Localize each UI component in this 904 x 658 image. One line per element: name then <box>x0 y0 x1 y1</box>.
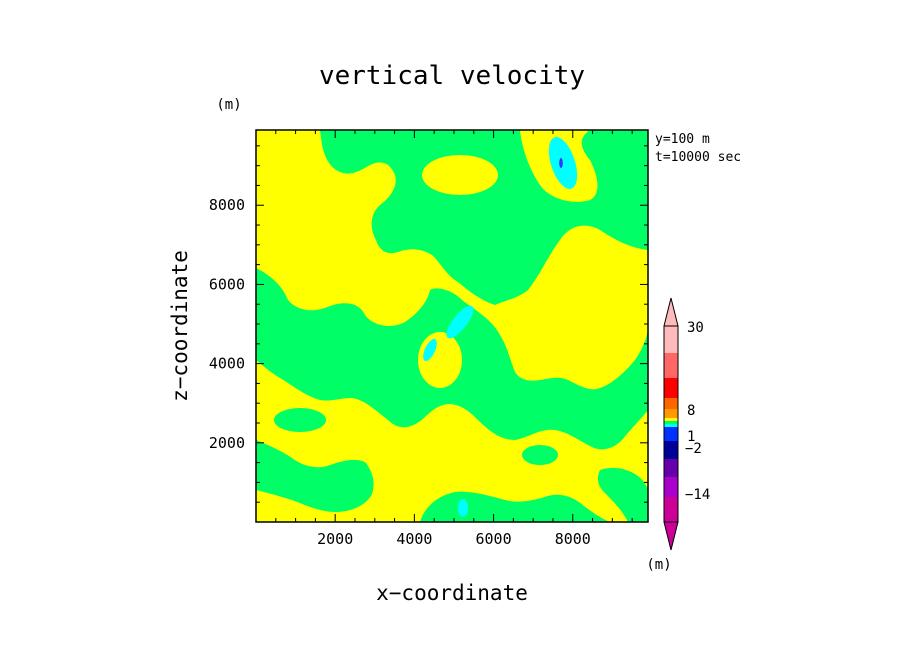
green-patch-3 <box>346 336 374 354</box>
colorbar-label: 1 <box>687 429 695 445</box>
cyan-regions <box>548 137 578 189</box>
x-tick-label: 4000 <box>396 530 432 548</box>
orange-regions <box>423 305 474 517</box>
colorbar-bin <box>664 326 678 353</box>
green-patch-1 <box>274 408 326 432</box>
x-tick-label: 8000 <box>555 530 591 548</box>
colorbar-bottom-extension <box>663 521 679 551</box>
colorbar <box>663 297 679 551</box>
x-tick-label: 2000 <box>317 530 353 548</box>
colorbar-bin <box>664 427 678 441</box>
blue-downdraft-spot <box>559 158 563 168</box>
colorbar-bin <box>664 497 678 522</box>
green-patch-2 <box>522 445 558 465</box>
colorbar-top-extension <box>663 297 679 327</box>
colorbar-label: −2 <box>685 441 702 457</box>
blue-regions <box>559 158 563 168</box>
y-axis-unit: (m) <box>216 97 241 113</box>
green-region-upper <box>320 130 648 305</box>
colorbar-frame <box>663 325 679 523</box>
x-tick-label: 6000 <box>476 530 512 548</box>
x-axis-unit: (m) <box>646 557 671 573</box>
chart-title: vertical velocity <box>319 61 585 91</box>
colorbar-bin <box>664 418 678 421</box>
colorbar-bin <box>664 477 678 497</box>
colorbar-label: 30 <box>687 320 704 336</box>
green-region-bottom <box>420 491 610 522</box>
colorbar-bin <box>664 353 678 378</box>
colorbar-label: 8 <box>687 403 695 419</box>
green-region-right-lower <box>597 467 648 522</box>
colorbar-bin <box>664 441 678 459</box>
tick-marks <box>255 130 648 523</box>
x-axis-label: x−coordinate <box>376 581 528 605</box>
y-tick-label: 8000 <box>209 196 245 214</box>
orange-patch-center <box>446 305 474 339</box>
colorbar-bin <box>664 424 678 427</box>
yellow-island-2 <box>588 282 632 318</box>
annotation-time: t=10000 sec <box>655 150 741 165</box>
colorbar-bin <box>664 421 678 424</box>
y-tick-label: 4000 <box>209 355 245 373</box>
colorbar-bin <box>664 459 678 477</box>
y-tick-label: 6000 <box>209 275 245 293</box>
orange-patch-left <box>423 338 437 362</box>
yellow-island-1 <box>422 155 498 195</box>
plot-frame <box>255 129 649 523</box>
orange-patch-bottom <box>458 499 468 517</box>
colorbar-bin <box>664 409 678 418</box>
cyan-updraft-region <box>548 137 578 189</box>
colorbar-bin <box>664 378 678 398</box>
colorbar-bin <box>664 398 678 409</box>
green-region-left-lower <box>256 440 374 512</box>
annotation-y-position: y=100 m <box>655 132 710 147</box>
y-tick-label: 2000 <box>209 434 245 452</box>
colorbar-label: −14 <box>685 487 710 503</box>
y-axis-label: z−coordinate <box>168 250 192 402</box>
contour-field <box>256 130 648 522</box>
